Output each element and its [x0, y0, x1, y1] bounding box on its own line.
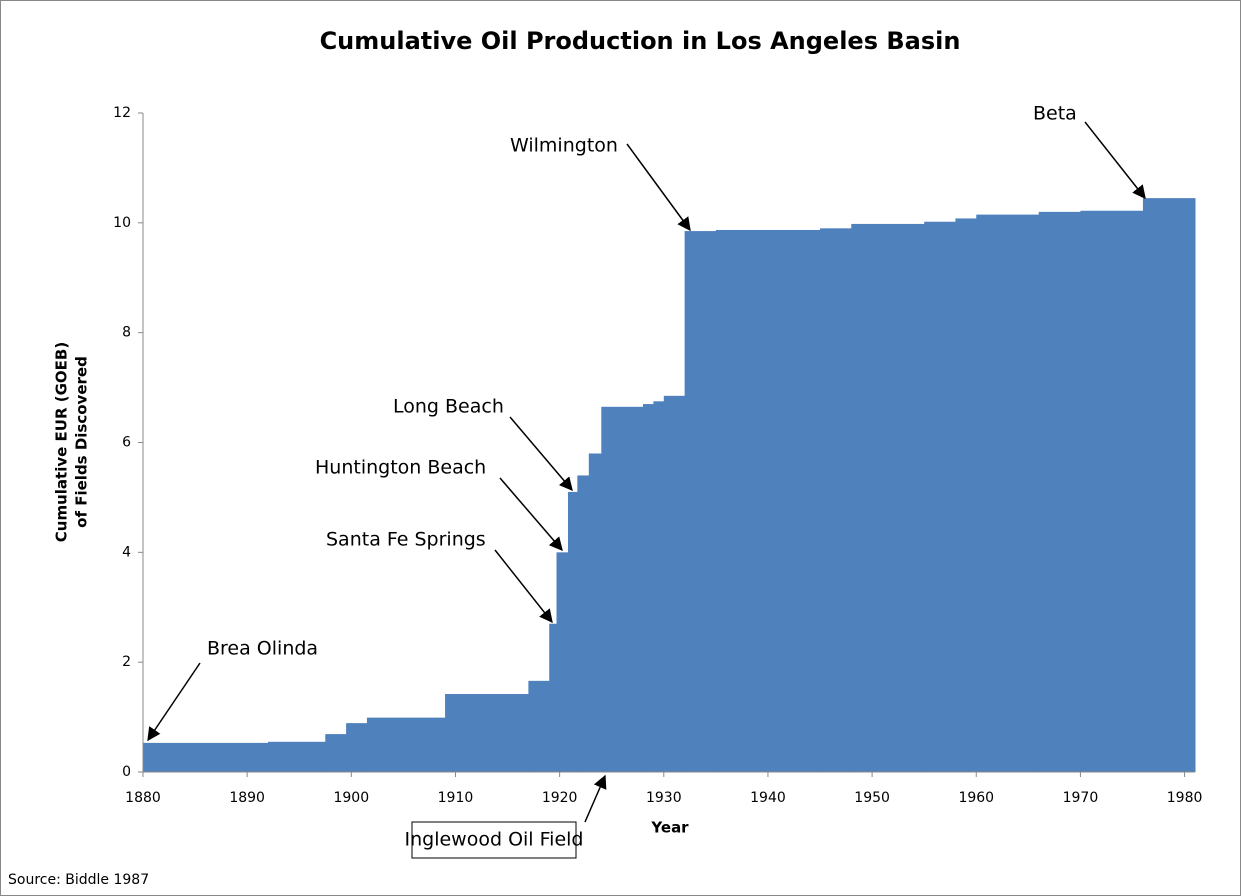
annotation-arrow: [626, 143, 691, 232]
x-tick-label: 1890: [229, 790, 265, 806]
step-segment: [653, 401, 665, 772]
x-tick-label: 1880: [125, 790, 161, 806]
step-segment: [663, 395, 686, 772]
chart-title: Cumulative Oil Production in Los Angeles…: [320, 27, 961, 55]
x-tick-label: 1910: [438, 790, 474, 806]
step-segment: [325, 734, 347, 772]
step-segment: [851, 223, 925, 773]
annotation-arrow: [147, 662, 201, 742]
step-segment: [976, 214, 1040, 773]
annotation: Wilmington: [510, 135, 618, 157]
annotation: Long Beach: [393, 396, 504, 418]
y-tick-label: 4: [122, 544, 131, 560]
y-tick-label: 8: [122, 325, 131, 341]
y-tick-label: 6: [122, 435, 131, 451]
annotation: Santa Fe Springs: [326, 529, 486, 551]
step-segment: [549, 623, 558, 772]
step-segment: [346, 723, 368, 772]
y-axis-label: Cumulative EUR (GOEB) of Fields Discover…: [53, 342, 91, 542]
step-segment: [1038, 211, 1081, 773]
annotation: Huntington Beach: [315, 457, 486, 479]
y-tick-label: 0: [122, 764, 131, 780]
step-segment: [955, 218, 977, 772]
x-tick-label: 1920: [542, 790, 578, 806]
x-tick-label: 1960: [958, 790, 994, 806]
x-tick-label: 1980: [1167, 790, 1203, 806]
x-tick-label: 1950: [854, 790, 890, 806]
y-tick-label: 10: [113, 215, 131, 231]
step-segment: [267, 741, 326, 772]
step-segment: [143, 742, 269, 772]
x-tick-label: 1930: [646, 790, 682, 806]
annotation: Inglewood Oil Field: [405, 829, 584, 851]
step-segment: [567, 491, 578, 772]
step-segment: [528, 680, 550, 772]
source-note: Source: Biddle 1987: [8, 872, 149, 888]
annotation: Beta: [1033, 103, 1077, 125]
x-tick-label: 1940: [750, 790, 786, 806]
step-segment: [1080, 210, 1144, 773]
x-axis-label: Year: [650, 819, 689, 837]
y-axis-label-line: of Fields Discovered: [73, 356, 91, 528]
step-segment: [366, 717, 446, 772]
step-segment: [1142, 198, 1196, 772]
annotation: Brea Olinda: [207, 638, 318, 660]
step-segment: [601, 406, 644, 772]
step-segment: [588, 453, 602, 772]
step-segment: [715, 229, 821, 772]
annotation-arrow: [499, 477, 563, 552]
x-tick-label: 1970: [1063, 790, 1099, 806]
step-segment: [577, 475, 590, 772]
annotation-arrow: [509, 416, 573, 492]
step-segment: [924, 221, 956, 773]
annotation-arrow: [1084, 121, 1146, 200]
annotation-arrow: [584, 774, 607, 823]
step-segment: [642, 404, 654, 772]
step-segment: [820, 228, 852, 772]
x-tick-label: 1900: [333, 790, 369, 806]
step-segment: [445, 694, 529, 772]
step-segment: [684, 231, 717, 773]
y-tick-label: 12: [113, 105, 131, 121]
step-segment: [556, 552, 569, 772]
y-axis-label-line: Cumulative EUR (GOEB): [53, 342, 71, 542]
y-tick-label: 2: [122, 654, 131, 670]
annotation-arrow: [494, 549, 553, 624]
annotation-box: [411, 821, 577, 859]
